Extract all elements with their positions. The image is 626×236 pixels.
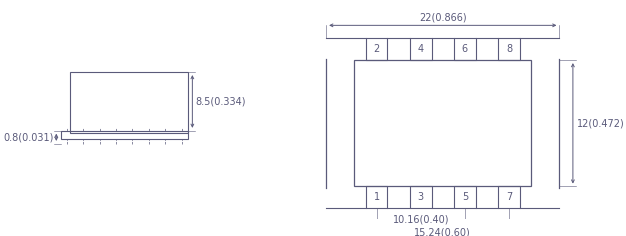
Bar: [410, 186, 431, 208]
Text: 12(0.472): 12(0.472): [577, 118, 625, 128]
Bar: [454, 186, 476, 208]
Bar: [454, 38, 476, 60]
Text: 3: 3: [418, 192, 424, 202]
Text: 8.5(0.334): 8.5(0.334): [195, 97, 246, 106]
Text: 4: 4: [418, 44, 424, 54]
Text: 10.16(0.40): 10.16(0.40): [393, 215, 449, 225]
Bar: [366, 38, 387, 60]
Bar: [498, 38, 520, 60]
Bar: [70, 72, 188, 133]
Bar: [366, 186, 387, 208]
Text: 8: 8: [506, 44, 512, 54]
Text: 7: 7: [506, 192, 512, 202]
Bar: [354, 60, 531, 186]
Text: 15.24(0.60): 15.24(0.60): [414, 228, 471, 236]
Bar: [61, 131, 188, 139]
Text: 1: 1: [374, 192, 379, 202]
Text: 0.8(0.031): 0.8(0.031): [3, 132, 54, 142]
Bar: [498, 186, 520, 208]
Text: 2: 2: [373, 44, 379, 54]
Text: 6: 6: [462, 44, 468, 54]
Text: 22(0.866): 22(0.866): [419, 13, 466, 23]
Text: 5: 5: [462, 192, 468, 202]
Bar: [410, 38, 431, 60]
